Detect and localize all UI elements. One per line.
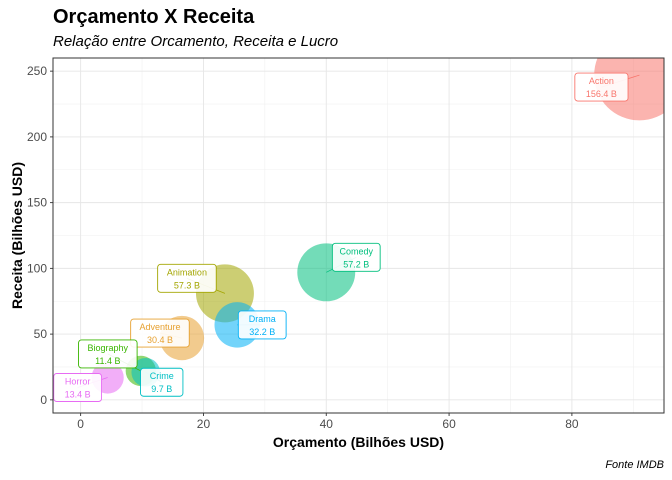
x-tick-label: 60 [442,417,456,431]
y-tick-label: 0 [40,393,47,407]
label-box-horror [53,373,103,402]
label-box-drama [237,310,287,340]
y-tick-label: 100 [27,261,47,275]
x-tick-label: 80 [565,417,579,431]
label-genre-horror: Horror [65,377,91,387]
y-tick-label: 50 [34,327,48,341]
label-profit-adventure: 30.4 B [147,335,173,345]
x-axis-title: Orçamento (Bilhões USD) [273,434,444,450]
label-box-action [574,72,629,102]
y-tick-label: 250 [27,64,47,78]
label-genre-animation: Animation [167,267,207,277]
x-tick-label: 40 [320,417,334,431]
y-tick-label: 200 [27,130,47,144]
label-box-crime [140,367,184,397]
y-tick-label: 150 [27,196,47,210]
label-box-adventure [130,318,190,348]
label-genre-adventure: Adventure [139,322,180,332]
label-genre-drama: Drama [249,314,276,324]
chart-title: Orçamento X Receita [53,6,255,28]
chart-subtitle: Relação entre Orcamento, Receita e Lucro [53,33,339,50]
y-axis-title: Receita (Bilhões USD) [9,162,25,309]
chart-caption: Fonte IMDB [605,459,664,471]
label-profit-drama: 32.2 B [249,327,275,337]
label-profit-horror: 13.4 B [65,390,91,400]
label-genre-crime: Crime [150,371,174,381]
label-profit-biography: 11.4 B [95,356,120,366]
label-profit-animation: 57.3 B [174,280,200,290]
label-profit-action: 156.4 B [586,89,617,99]
label-genre-action: Action [589,76,614,86]
x-tick-label: 20 [197,417,211,431]
label-box-animation [157,263,217,293]
label-box-biography [78,339,138,369]
label-box-comedy [331,242,381,272]
plot-border [52,57,665,414]
label-profit-crime: 9.7 B [151,384,172,394]
x-tick-label: 0 [77,417,84,431]
label-genre-biography: Biography [88,343,129,353]
label-profit-comedy: 57.2 B [343,259,369,269]
label-genre-comedy: Comedy [340,246,374,256]
